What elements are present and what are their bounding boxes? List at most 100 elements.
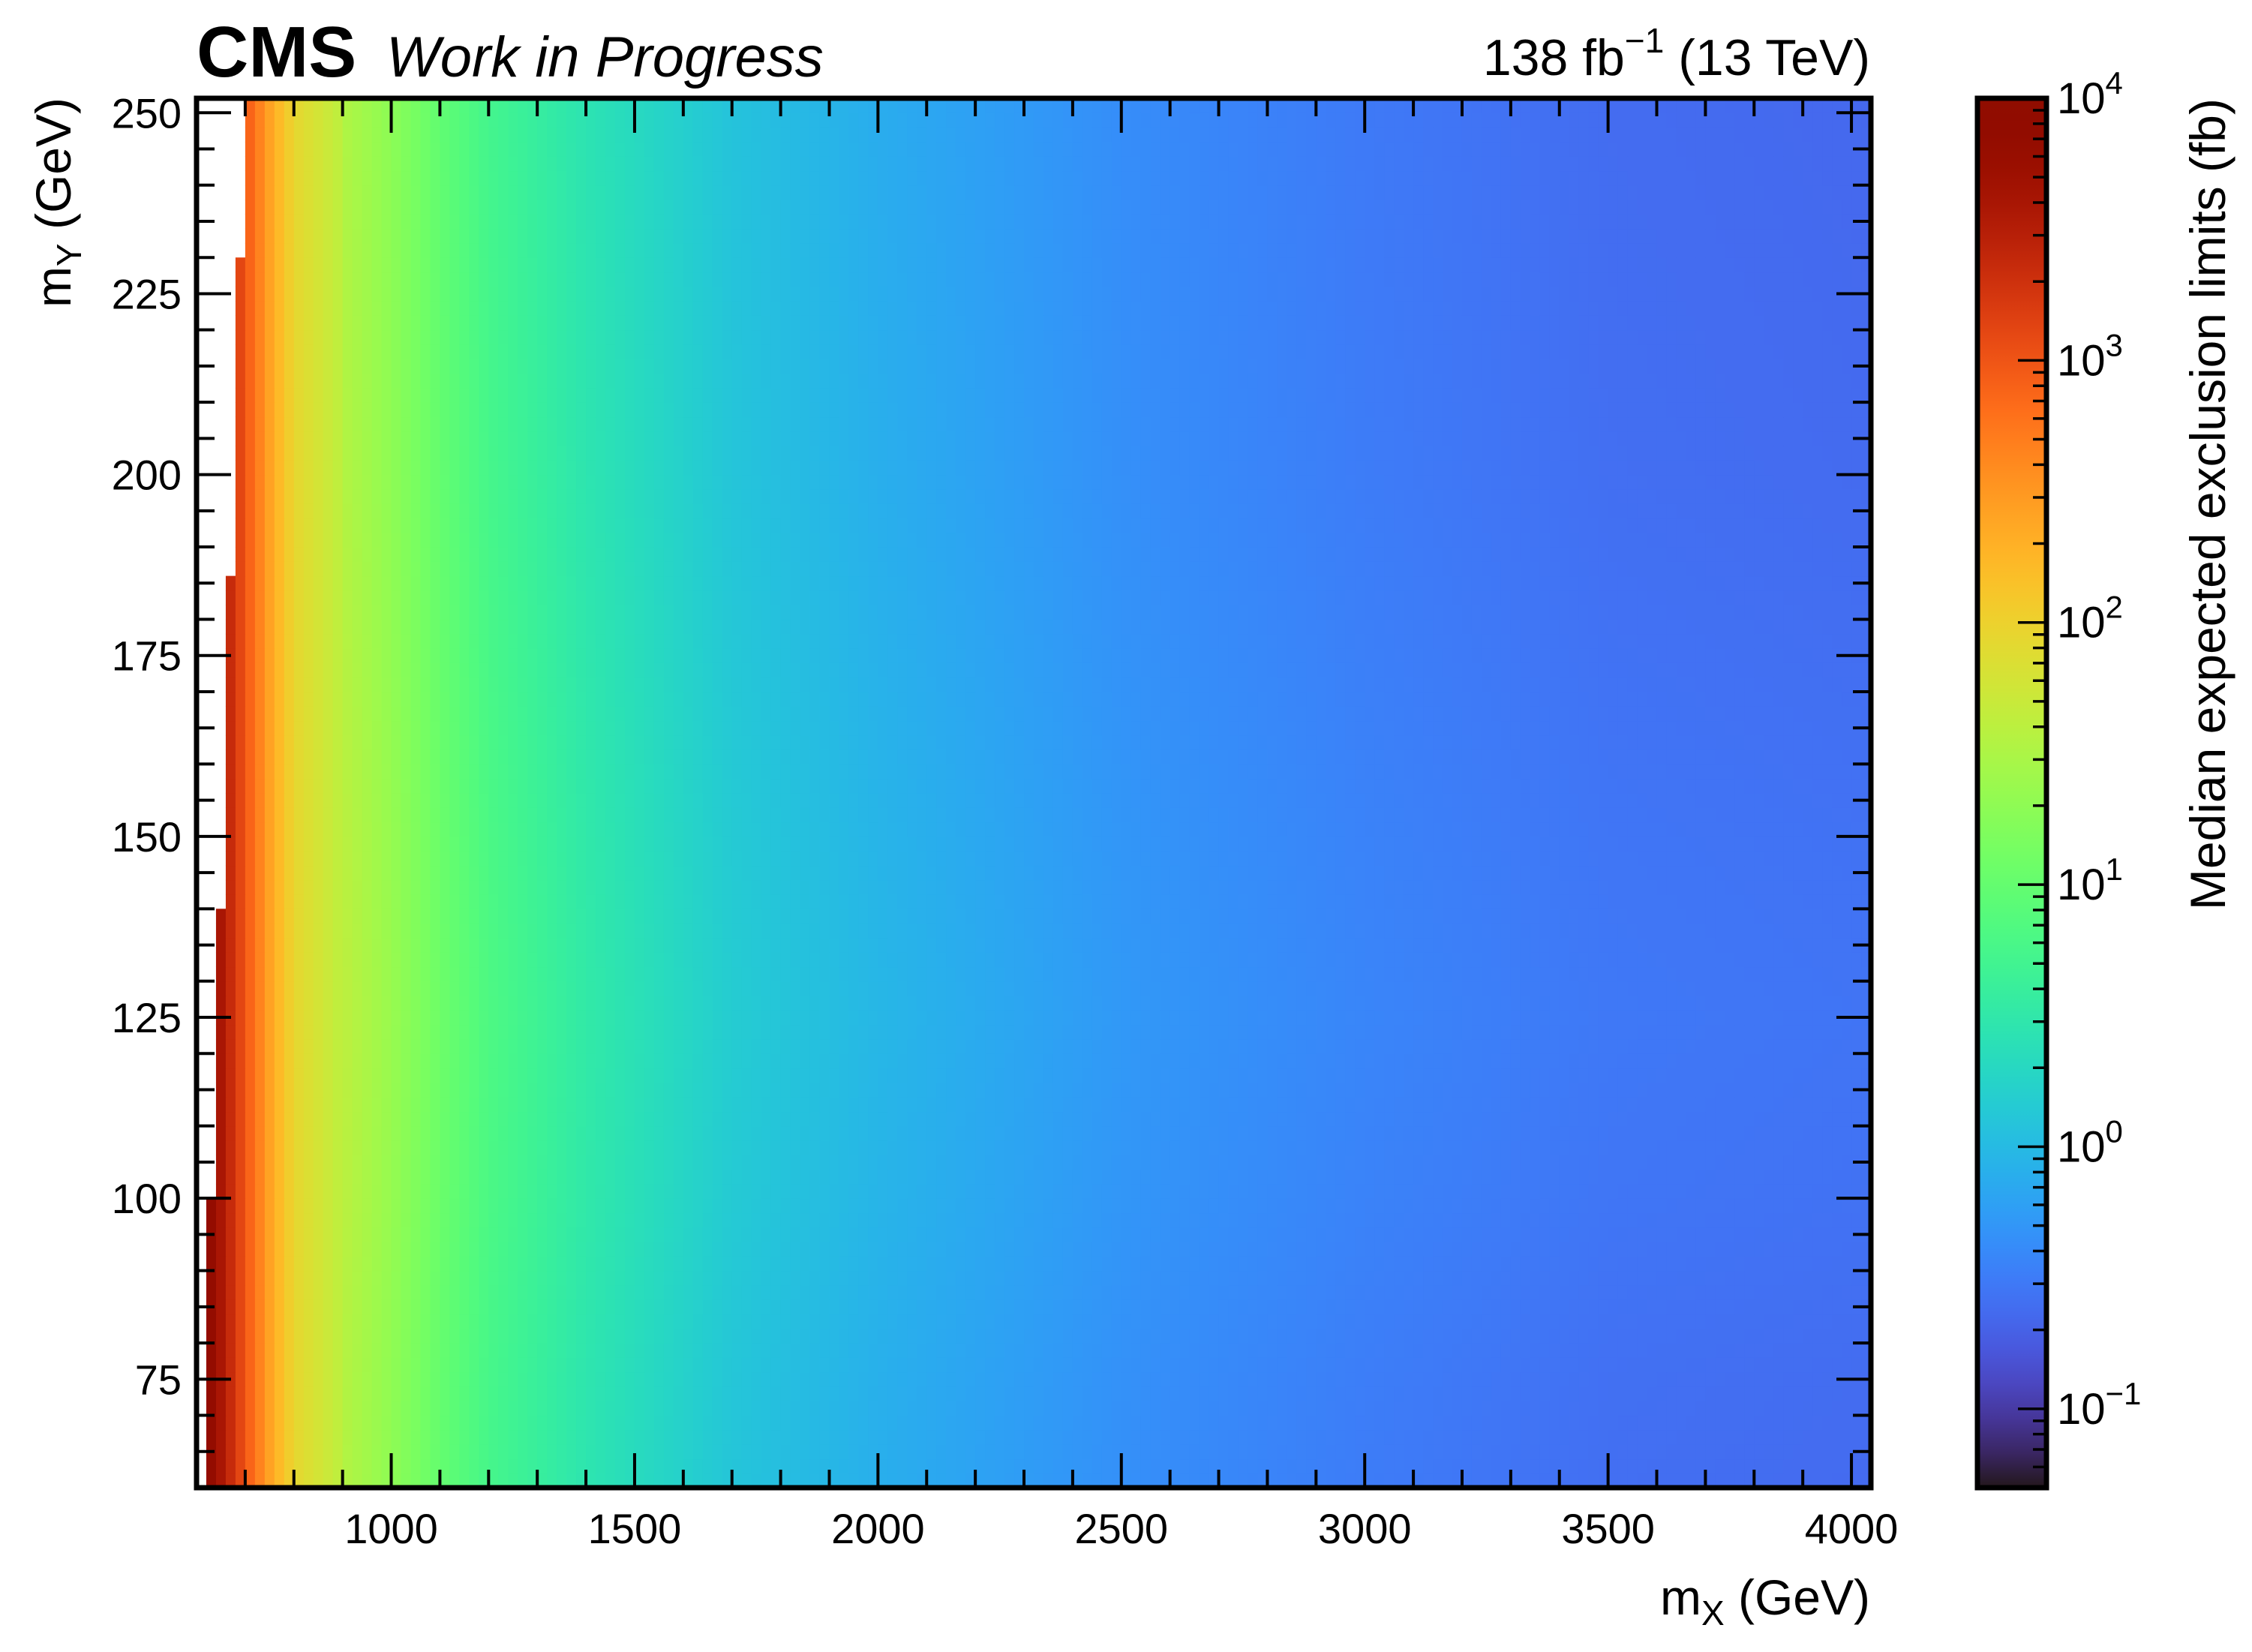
heatmap-cell [839,1444,850,1460]
heatmap-cell [956,1270,966,1286]
heatmap-cell [1520,1140,1531,1155]
heatmap-cell [1014,1242,1025,1257]
heatmap-cell [1715,1097,1725,1113]
heatmap-cell [1793,1343,1803,1358]
heatmap-cell [293,1212,305,1228]
heatmap-cell [1666,1343,1677,1358]
heatmap-cell [1170,1371,1181,1387]
heatmap-cell [1588,1068,1599,1083]
heatmap-cell [1365,1169,1375,1185]
heatmap-cell [381,1429,392,1445]
heatmap-cell [586,1097,596,1113]
heatmap-cell [712,1227,723,1242]
heatmap-cell [741,1169,752,1185]
heatmap-cell [1744,1284,1755,1300]
heatmap-cell [1754,1111,1764,1127]
heatmap-cell [1179,1415,1191,1431]
heatmap-cell [1695,1343,1706,1358]
heatmap-cell [284,1183,295,1199]
heatmap-cell [1725,1328,1735,1344]
heatmap-cell [897,1125,908,1141]
heatmap-cell [1082,1473,1093,1488]
heatmap-cell [576,1053,587,1069]
heatmap-cell [1121,1401,1132,1416]
heatmap-cell [1559,1155,1570,1170]
heatmap-cell [440,1212,450,1228]
heatmap-cell [975,1458,986,1474]
heatmap-cell [1832,1314,1842,1329]
heatmap-cell [1267,1068,1278,1083]
heatmap-cell [1676,1299,1687,1315]
heatmap-cell [1851,1140,1862,1155]
heatmap-cell [956,1386,966,1401]
heatmap-cell [722,1227,733,1242]
heatmap-cell [1549,1429,1560,1445]
heatmap-cell [663,1097,674,1113]
heatmap-cell [1500,1140,1512,1155]
heatmap-cell [712,1068,723,1083]
heatmap-cell [479,1212,489,1228]
heatmap-cell [770,1314,782,1329]
heatmap-cell [790,1270,801,1286]
heatmap-cell [206,1314,217,1329]
heatmap-cell [965,1242,976,1257]
heatmap-cell [1530,1429,1541,1445]
heatmap-cell [946,1270,956,1286]
heatmap-cell [1014,1371,1025,1387]
heatmap-cell [1209,1227,1220,1242]
heatmap-cell [1851,1198,1862,1214]
heatmap-cell [644,1458,655,1474]
heatmap-cell [1140,1458,1152,1474]
heatmap-cell [1257,1415,1269,1431]
heatmap-cell [1734,1415,1745,1431]
heatmap-cell [1803,1212,1813,1228]
heatmap-cell [1539,1068,1551,1083]
heatmap-cell [839,1169,850,1185]
heatmap-cell [1374,1343,1385,1358]
heatmap-cell [596,1068,606,1083]
heatmap-cell [1228,1198,1239,1214]
heatmap-cell [829,1256,840,1272]
heatmap-cell [692,1242,704,1257]
heatmap-cell [1637,1328,1648,1344]
heatmap-cell [1199,1212,1210,1228]
heatmap-cell [1034,1242,1044,1257]
heatmap-cell [1209,1125,1220,1141]
heatmap-cell [1588,1227,1599,1242]
heatmap-cell [1530,1343,1541,1358]
heatmap-cell [1072,1328,1083,1344]
heatmap-cell [1179,1401,1191,1416]
heatmap-cell [1248,1458,1259,1474]
heatmap-cell [1686,1328,1697,1344]
heatmap-cell [1559,1227,1570,1242]
heatmap-cell [653,1212,665,1228]
heatmap-cell [547,1401,557,1416]
heatmap-cell [1189,1415,1200,1431]
heatmap-cell [1734,1429,1745,1445]
heatmap-cell [1471,1429,1482,1445]
heatmap-cell [1365,1473,1375,1488]
heatmap-cell [1500,1314,1512,1329]
heatmap-cell [264,1140,275,1155]
heatmap-cell [1111,1343,1122,1358]
heatmap-cell [381,1155,392,1170]
heatmap-cell [391,1343,402,1358]
heatmap-cell [692,1227,704,1242]
heatmap-cell [508,1444,518,1460]
heatmap-cell [420,1371,431,1387]
heatmap-cell [254,1155,266,1170]
heatmap-cell [1238,1097,1249,1113]
heatmap-cell [692,1068,704,1083]
heatmap-cell [907,1299,917,1315]
heatmap-cell [1248,1097,1259,1113]
heatmap-cell [1822,1097,1833,1113]
heatmap-cell [1355,1068,1365,1083]
heatmap-cell [1676,1371,1687,1387]
heatmap-cell [1705,1169,1716,1185]
heatmap-cell [1500,1155,1512,1170]
heatmap-cell [323,1444,334,1460]
heatmap-cell [1140,1386,1152,1401]
heatmap-cell [1481,1227,1492,1242]
heatmap-cell [391,1125,402,1141]
heatmap-cell [1734,1212,1745,1228]
